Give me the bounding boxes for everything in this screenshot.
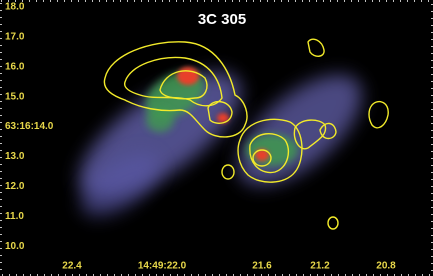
y-tick-label: 18.0 — [5, 2, 25, 13]
background — [0, 0, 433, 276]
x-tick-label: 14:49:22.0 — [138, 261, 187, 272]
image-title: 3C 305 — [198, 11, 246, 28]
y-tick-label: 10.0 — [5, 241, 25, 252]
y-tick-label: 12.0 — [5, 181, 25, 192]
x-tick-label: 20.8 — [376, 261, 396, 272]
radio-image: 3C 305 18.0 17.0 16.0 15.0 63:16:14.0 13.0 12.… — [0, 0, 433, 276]
y-tick-label: 63:16:14.0 — [5, 121, 54, 132]
x-tick-label: 21.2 — [310, 261, 330, 272]
y-tick-label: 11.0 — [5, 211, 24, 222]
y-tick-label: 16.0 — [5, 61, 25, 72]
y-tick-label: 15.0 — [5, 91, 25, 102]
y-tick-label: 13.0 — [5, 151, 25, 162]
x-tick-label: 22.4 — [62, 261, 82, 272]
x-tick-label: 21.6 — [252, 261, 272, 272]
y-tick-label: 17.0 — [5, 32, 25, 43]
